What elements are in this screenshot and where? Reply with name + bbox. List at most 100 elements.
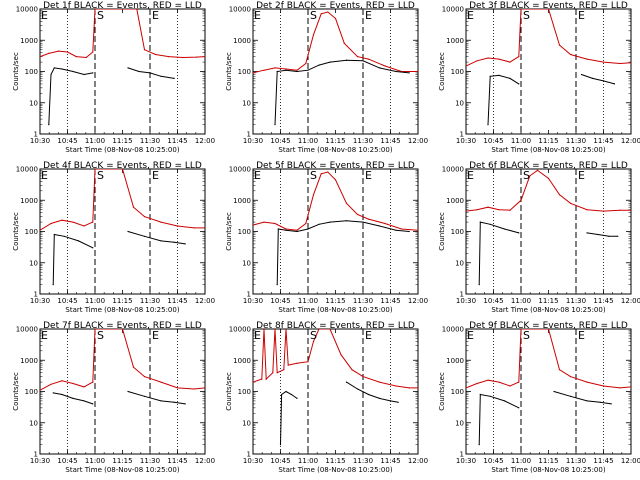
events-data-point	[53, 233, 55, 236]
data-layer	[253, 329, 418, 446]
y-tick-label: 100	[238, 228, 251, 236]
chart-panel: Det 7f BLACK = Events, RED = LLD 10:30 10:…	[12, 321, 215, 474]
lld-data-point	[72, 221, 74, 223]
y-axis-label: Counts/sec	[12, 212, 20, 251]
plot-frame	[252, 328, 419, 455]
x-tick-label: 11:45	[167, 137, 187, 145]
events-data-point	[617, 235, 619, 237]
y-axis-label: Counts/sec	[438, 212, 446, 251]
events-data-point	[83, 73, 85, 76]
x-tick-label: 12:00	[621, 297, 640, 305]
x-tick-label: 11:00	[85, 137, 105, 145]
events-data-point	[569, 395, 572, 397]
y-tick-label: 100	[25, 228, 38, 236]
x-tick-label: 11:45	[593, 457, 613, 465]
chart-title: Det 4f BLACK = Events, RED = LLD	[43, 161, 202, 171]
events-series-line	[48, 67, 93, 125]
lld-data-point	[143, 376, 146, 378]
y-tick-label: 1000	[446, 357, 464, 365]
lld-data-point	[253, 381, 254, 383]
event-marker-label: E	[152, 9, 159, 22]
x-tick-label: 11:45	[380, 137, 400, 145]
lld-data-point	[154, 53, 157, 56]
events-data-point	[378, 67, 381, 69]
lld-data-point	[253, 224, 254, 226]
y-axis-label: Counts/sec	[438, 372, 446, 411]
y-tick-label: 10	[29, 419, 38, 427]
events-data-point	[296, 230, 298, 233]
lld-data-point	[136, 9, 138, 10]
lld-data-point	[408, 387, 410, 389]
chart-panel: Det 6f BLACK = Events, RED = LLD 10:30 10:…	[438, 161, 640, 314]
lld-data-point	[204, 227, 205, 229]
lld-data-point	[329, 329, 331, 330]
events-data-point	[63, 235, 65, 237]
y-tick-label: 1000	[20, 37, 38, 45]
lld-data-point	[509, 209, 511, 211]
lld-data-point	[143, 49, 146, 51]
plot-frame	[39, 168, 206, 295]
lld-data-point	[400, 228, 403, 230]
events-data-point	[296, 397, 298, 399]
lld-data-point	[263, 69, 265, 71]
y-tick-label: 1	[34, 131, 38, 139]
y-tick-label: 10	[29, 259, 38, 267]
lld-data-point	[204, 387, 205, 389]
chart-panel: Det 8f BLACK = Events, RED = LLD 10:30 10:…	[225, 321, 428, 474]
events-data-point	[138, 70, 140, 73]
events-data-point	[173, 401, 175, 403]
y-tick-label: 10	[29, 99, 38, 107]
lld-data-point	[72, 382, 74, 385]
lld-data-point	[356, 213, 359, 216]
events-data-point	[518, 83, 520, 85]
x-axis-label: Start Time (08-Nov-08 10:25:00)	[65, 146, 179, 154]
events-series-line	[346, 381, 399, 403]
chart-title: Det 8f BLACK = Events, RED = LLD	[256, 321, 415, 331]
lld-data-point	[367, 218, 370, 220]
lld-data-point	[466, 65, 467, 67]
lld-data-point	[263, 221, 265, 223]
y-axis-label: Counts/sec	[225, 372, 233, 411]
y-tick-label: 10	[242, 99, 251, 107]
events-data-point	[597, 233, 599, 236]
lld-data-point	[340, 354, 342, 356]
x-tick-label: 11:45	[593, 137, 613, 145]
event-marker-label: E	[365, 9, 372, 22]
events-data-point	[285, 390, 287, 393]
x-tick-label: 10:30	[456, 137, 476, 145]
events-data-point	[173, 241, 175, 243]
events-data-point	[599, 401, 601, 403]
events-data-point	[127, 230, 129, 233]
lld-data-point	[50, 222, 52, 225]
lld-data-point	[384, 65, 386, 67]
events-series-line	[478, 393, 520, 445]
events-data-point	[389, 400, 392, 402]
y-tick-label: 10000	[229, 166, 251, 174]
lld-data-point	[569, 202, 572, 204]
events-data-point	[608, 235, 610, 237]
chart-panel: Det 3f BLACK = Events, RED = LLD 10:30 10:…	[438, 1, 640, 154]
lld-series-line	[466, 329, 631, 389]
y-tick-label: 1000	[446, 37, 464, 45]
lld-series-line	[40, 169, 205, 231]
y-tick-label: 100	[451, 388, 464, 396]
x-tick-label: 11:30	[353, 297, 373, 305]
y-tick-label: 10000	[16, 6, 38, 14]
y-tick-label: 100	[451, 228, 464, 236]
x-tick-label: 10:30	[243, 297, 263, 305]
x-tick-label: 10:30	[30, 297, 50, 305]
lld-data-point	[195, 56, 197, 58]
x-tick-label: 11:30	[353, 457, 373, 465]
lld-data-point	[586, 209, 588, 211]
lld-data-point	[40, 56, 41, 58]
x-tick-label: 11:15	[538, 297, 558, 305]
lld-data-point	[85, 56, 87, 59]
lld-data-point	[105, 9, 107, 10]
x-tick-label: 11:00	[298, 297, 318, 305]
chart-title: Det 9f BLACK = Events, RED = LLD	[469, 321, 628, 331]
events-data-point	[498, 74, 500, 76]
y-tick-label: 1000	[233, 197, 251, 205]
lld-data-point	[345, 202, 348, 204]
event-marker-label: E	[152, 169, 159, 182]
y-axis-label: Counts/sec	[12, 372, 20, 411]
